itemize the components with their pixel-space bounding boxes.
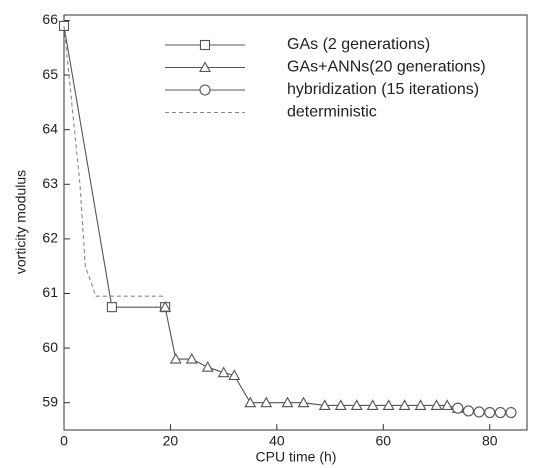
y-tick-label: 59: [42, 393, 58, 409]
marker: [169, 352, 182, 364]
y-tick-label: 62: [42, 230, 58, 246]
legend-label: GAs (2 generations): [287, 36, 430, 53]
marker: [505, 406, 517, 419]
plot-frame: [63, 14, 528, 431]
marker: [462, 405, 475, 417]
marker: [199, 61, 211, 73]
marker: [185, 352, 198, 364]
marker: [430, 399, 443, 410]
marker: [159, 301, 172, 312]
y-tick-label: 66: [42, 11, 58, 27]
x-axis-label: CPU time (h): [256, 449, 337, 465]
marker: [199, 84, 211, 96]
marker: [201, 361, 214, 372]
marker: [366, 399, 379, 410]
marker: [473, 406, 485, 418]
series-line: [164, 307, 458, 409]
marker: [281, 396, 294, 408]
y-tick-label: 65: [42, 66, 58, 82]
marker: [398, 399, 411, 410]
series-line: [63, 25, 166, 308]
legend-label: deterministic: [287, 104, 377, 121]
marker: [106, 302, 117, 313]
marker: [441, 399, 454, 410]
x-tick-label: 40: [269, 433, 285, 449]
marker: [244, 396, 257, 408]
x-tick-label: 20: [163, 433, 179, 449]
series-line: [63, 25, 166, 297]
legend-label: hybridization (15 iterations): [287, 81, 479, 98]
y-axis-label: vorticity modulus: [13, 170, 29, 274]
marker: [228, 369, 241, 380]
marker: [199, 39, 211, 51]
marker: [382, 399, 395, 410]
marker: [217, 366, 230, 378]
marker: [334, 399, 347, 410]
marker: [452, 402, 464, 414]
y-tick-label: 60: [42, 339, 58, 355]
marker: [484, 406, 496, 419]
y-tick-label: 63: [42, 175, 58, 191]
marker: [260, 396, 273, 408]
marker: [350, 399, 363, 410]
y-tick-label: 64: [42, 120, 58, 136]
y-tick-label: 61: [42, 284, 58, 300]
marker: [318, 399, 331, 410]
x-tick-label: 0: [60, 433, 68, 449]
x-tick-label: 80: [482, 433, 498, 449]
marker: [494, 406, 506, 419]
x-tick-label: 60: [376, 433, 392, 449]
marker: [297, 396, 310, 408]
marker: [414, 399, 427, 410]
legend-label: GAs+ANNs(20 generations): [287, 59, 486, 76]
